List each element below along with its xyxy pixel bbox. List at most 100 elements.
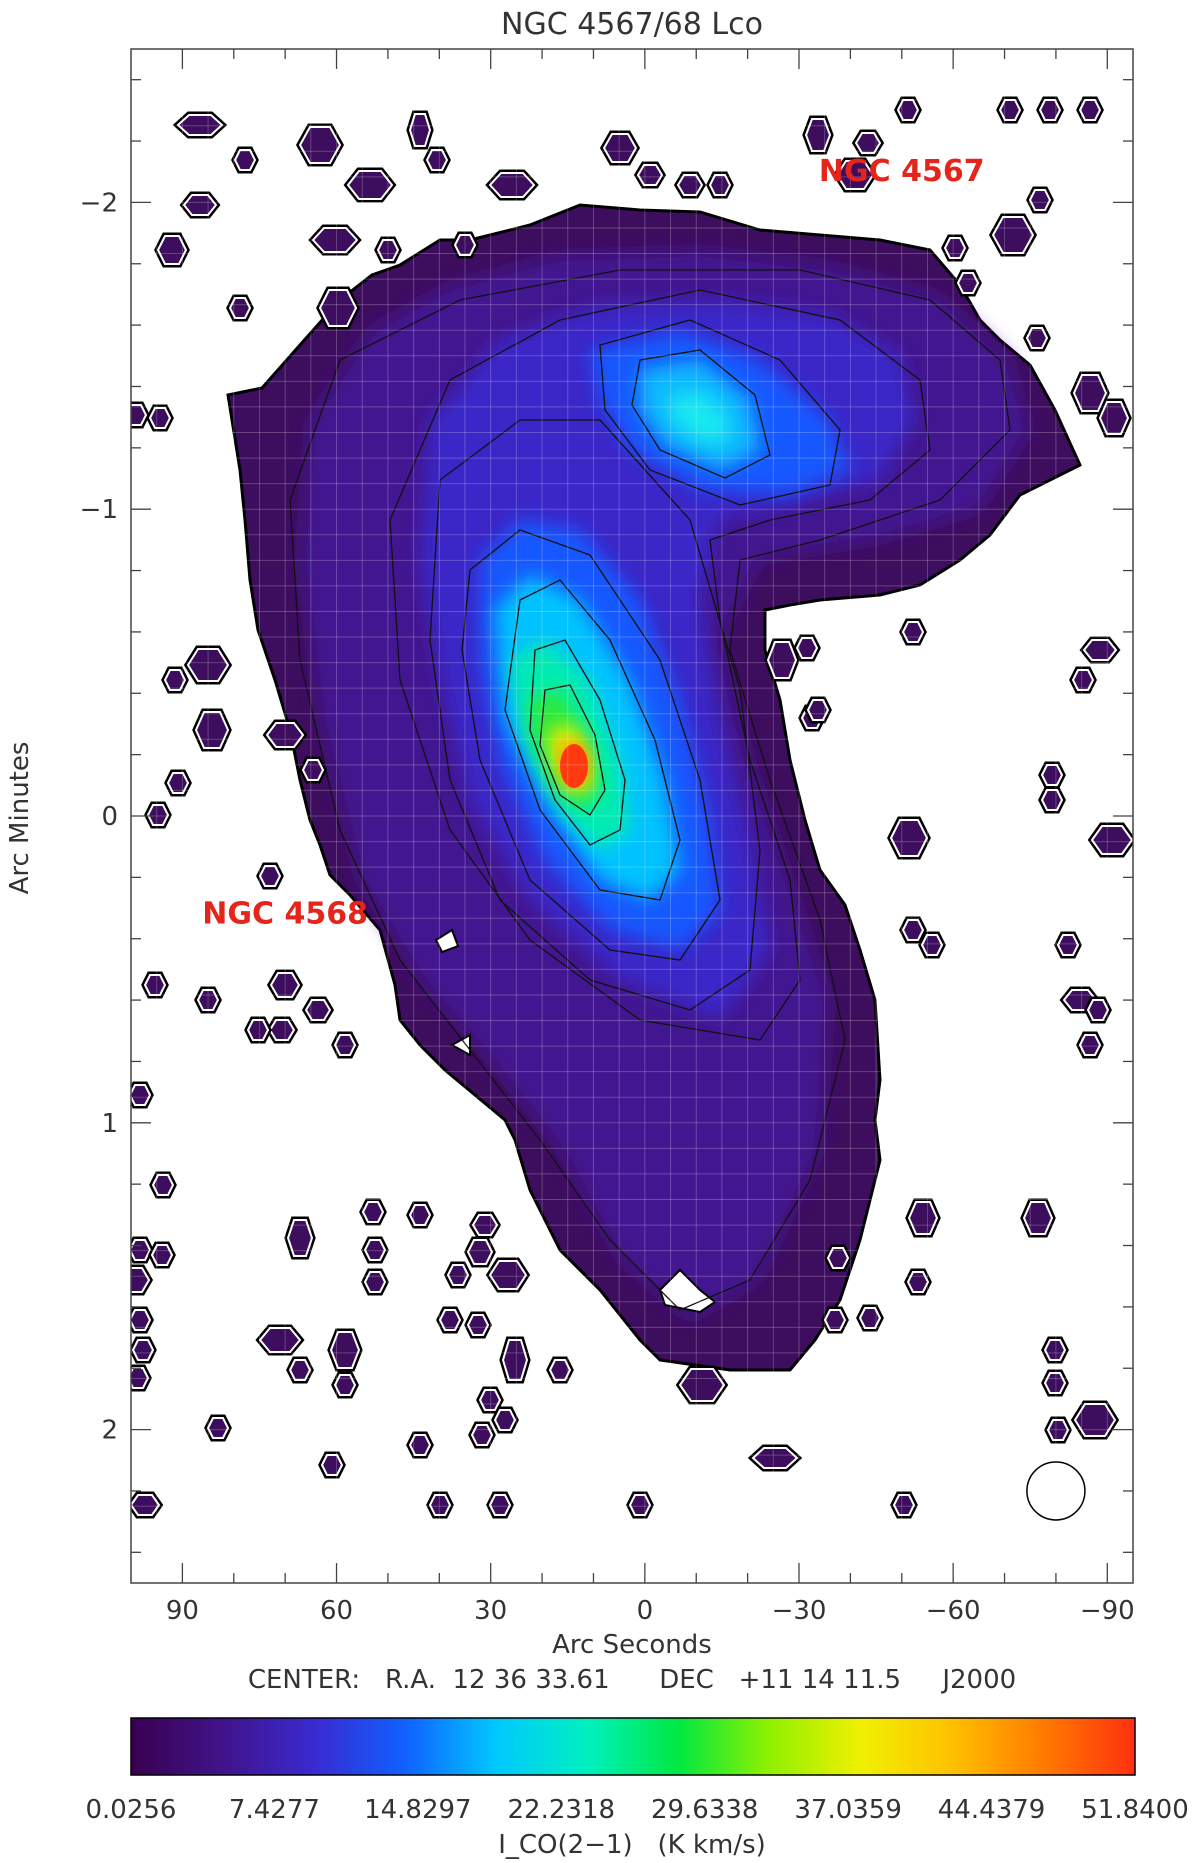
noise-island [408,113,432,147]
noise-island [804,118,832,152]
emission-layers [226,203,1082,1372]
y-tick-labels: −2 −1 0 1 2 [80,188,118,1445]
noise-island [408,1434,432,1456]
plot-frame [130,48,1134,1584]
x-tick-label: 0 [637,1596,654,1626]
noise-island [269,972,301,998]
noise-island [182,194,218,216]
noise-island [548,1359,572,1381]
noise-island [1028,189,1052,211]
x-axis-label: Arc Seconds [552,1630,712,1660]
center-coordinates: CENTER: R.A. 12 36 33.61 DEC +11 14 11.5… [248,1665,1016,1695]
noise-island [151,1174,175,1196]
noise-island [333,1374,357,1396]
y-tick-label: 1 [101,1109,118,1139]
noise-island [146,804,170,826]
noise-island [320,1454,344,1476]
axis-ticks [131,49,1133,1583]
noise-island [628,1494,652,1516]
emission-hole [434,928,460,954]
x-tick-label: −90 [1080,1596,1135,1626]
noise-island [446,1264,470,1286]
annotation-ngc4567: NGC 4567 [819,154,985,189]
noise-island [346,170,394,200]
noise-island [194,711,230,749]
noise-island [1056,934,1080,956]
x-tick-label: 60 [320,1596,353,1626]
y-tick-label: −1 [80,495,118,525]
colorbar: 0.0256 7.4277 14.8297 22.2318 29.6338 37.0359… [86,1717,1189,1860]
noise-island [246,1019,270,1041]
noise-island [131,1339,155,1361]
noise-island [708,174,732,196]
x-tick-label: −60 [926,1596,981,1626]
noise-island [501,1339,529,1381]
noise-island [333,1034,357,1056]
y-tick-label: 0 [101,802,118,832]
noise-island [228,297,252,319]
noise-island [1040,789,1064,811]
noise-island [301,759,325,781]
noise-island [1038,99,1062,121]
y-axis-label: Arc Minutes [5,742,35,895]
noise-island [823,1309,847,1331]
noise-island [1082,639,1118,661]
noise-island [1072,374,1108,412]
noise-island [329,1331,361,1369]
noise-island [288,1359,312,1381]
colorbar-label: I_CO(2−1) (K km/s) [498,1830,766,1860]
noise-island [1025,327,1049,349]
noise-island [408,1204,432,1226]
noise-island [602,133,638,163]
noise-island [907,1201,939,1235]
colorbar-tick-label: 0.0256 [86,1795,177,1825]
noise-island [901,919,925,941]
noise-island [150,1244,174,1266]
noise-island [304,999,332,1021]
intensity-contours [289,269,1011,1311]
y-tick-label: 2 [101,1416,118,1446]
noise-island [471,1214,499,1236]
colorbar-tick-label: 44.4379 [938,1795,1046,1825]
noise-island [892,1494,916,1516]
noise-island [318,289,358,327]
noise-island [478,1389,502,1411]
noise-island [148,407,172,429]
noise-island [131,1239,152,1261]
noise-island [438,1309,462,1331]
emission-peak [560,744,588,788]
noise-island [901,621,925,643]
noise-island [376,239,400,261]
noise-island [858,1307,882,1329]
noise-island [176,114,224,136]
emission-hole [449,1033,471,1057]
noise-island [361,1201,385,1223]
noise-island [1022,1201,1054,1235]
noise-island [1098,401,1130,435]
noise-island [258,865,282,887]
intensity-map [131,96,1133,1519]
noise-island [163,669,187,691]
noise-island [906,1271,930,1293]
noise-island [1043,1339,1067,1361]
x-tick-label: 30 [474,1596,507,1626]
colorbar-tick-label: 51.8400 [1081,1795,1189,1825]
emission-level-6b [668,392,730,445]
colorbar-scale [130,1717,1136,1776]
noise-island [806,699,830,721]
noise-island [131,1309,152,1331]
x-tick-label: −30 [772,1596,827,1626]
noise-island [1043,1372,1067,1394]
noise-island [131,1267,151,1293]
beam-circle [1026,1461,1086,1521]
noise-island [131,1084,152,1106]
colorbar-tick-label: 29.6338 [651,1795,759,1825]
noise-island [428,1494,452,1516]
noise-island [286,1219,314,1257]
noise-island [636,164,664,186]
noise-island [466,1314,490,1336]
noise-island [233,149,257,171]
noise-island [131,1494,161,1516]
noise-island [751,1447,799,1469]
